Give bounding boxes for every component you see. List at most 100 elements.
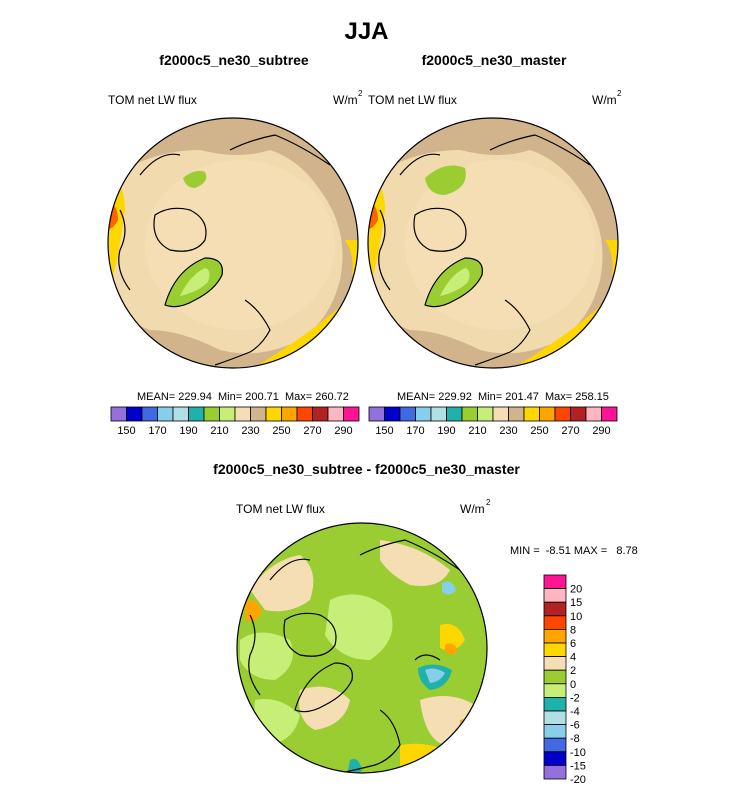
colorbar-swatch bbox=[368, 406, 385, 422]
colorbar-swatch bbox=[492, 406, 509, 422]
colorbar-swatch bbox=[446, 406, 463, 422]
colorbar-swatch bbox=[543, 656, 567, 671]
colorbar-swatch bbox=[585, 406, 602, 422]
colorbar-swatch bbox=[461, 406, 478, 422]
coastline bbox=[248, 614, 261, 696]
figure-title: JJA bbox=[344, 18, 389, 45]
map-fill-orange bbox=[245, 599, 262, 622]
map-fill-tan bbox=[250, 555, 314, 612]
map-boundary bbox=[236, 522, 488, 774]
coastline bbox=[424, 257, 483, 308]
colorbar-swatch bbox=[523, 406, 540, 422]
map-fill-light-blue bbox=[425, 668, 445, 683]
coastline bbox=[474, 299, 531, 366]
colorbar-swatch bbox=[554, 406, 571, 422]
coastline bbox=[344, 709, 401, 773]
colorbar-swatch bbox=[384, 406, 401, 422]
colorbar-tick-label: 170 bbox=[148, 425, 166, 437]
map-fill-orange bbox=[445, 643, 458, 655]
colorbar-tick-label: -10 bbox=[570, 747, 586, 759]
colorbar-swatch bbox=[601, 406, 618, 422]
map-boundary bbox=[367, 117, 619, 369]
colorbar-swatch bbox=[543, 574, 567, 590]
colorbar-tick-label: -2 bbox=[570, 692, 580, 704]
colorbar-swatch bbox=[188, 406, 205, 422]
colorbar-tick-label: -4 bbox=[570, 706, 580, 718]
coastline bbox=[413, 207, 467, 252]
coastline bbox=[378, 209, 391, 291]
colorbar-tick-label: 15 bbox=[570, 597, 582, 609]
colorbar-swatch bbox=[543, 588, 567, 603]
colorbar-swatch bbox=[539, 406, 556, 422]
map-fill-siberia-green bbox=[425, 165, 466, 195]
panel-2-units-exp: 2 bbox=[617, 89, 622, 98]
coastline bbox=[359, 539, 461, 571]
coastline bbox=[399, 153, 441, 176]
colorbar-tick-label: 250 bbox=[530, 425, 548, 437]
colorbar-tick-label: 230 bbox=[241, 425, 259, 437]
coastline bbox=[118, 209, 131, 291]
colorbar-swatch bbox=[172, 406, 189, 422]
colorbar-swatch bbox=[543, 642, 567, 658]
colorbar-tick-label: -6 bbox=[570, 720, 580, 732]
colorbar-tick-label: 150 bbox=[117, 425, 135, 437]
map-fill-tan bbox=[420, 696, 475, 745]
colorbar-swatch bbox=[265, 406, 282, 422]
colorbar-tick-label: 0 bbox=[570, 679, 576, 691]
colorbar-swatch bbox=[250, 406, 267, 422]
panel-3-title: f2000c5_ne30_subtree - f2000c5_ne30_mast… bbox=[213, 461, 520, 477]
colorbar-swatch bbox=[543, 710, 567, 726]
panel-1-colorbar: 150 170 190 210 230 250 270 290 bbox=[110, 406, 360, 437]
colorbar-tick-label: 2 bbox=[570, 665, 576, 677]
map-fill-light-green bbox=[240, 632, 293, 680]
coastline bbox=[139, 153, 181, 176]
panel-1-units-exp: 2 bbox=[358, 89, 363, 98]
colorbar-tick-label: -20 bbox=[570, 774, 586, 786]
colorbar-tick-label: 270 bbox=[303, 425, 321, 437]
coastline bbox=[214, 299, 271, 366]
colorbar-swatch bbox=[543, 751, 567, 766]
colorbar-swatch bbox=[219, 406, 236, 422]
colorbar-tick-label: 290 bbox=[592, 425, 610, 437]
colorbar-tick-label: 210 bbox=[468, 425, 486, 437]
coastline bbox=[294, 662, 353, 713]
panel-3-variable-label: TOM net LW flux bbox=[236, 502, 325, 516]
coastline bbox=[414, 654, 441, 661]
coastline bbox=[489, 134, 591, 166]
colorbar-swatch bbox=[543, 683, 567, 698]
colorbar-swatch bbox=[327, 406, 344, 422]
colorbar-swatch bbox=[430, 406, 447, 422]
panel-2-map bbox=[367, 117, 619, 369]
colorbar-tick-label: 150 bbox=[375, 425, 393, 437]
map-fill-land-pale bbox=[368, 150, 603, 354]
colorbar-swatch bbox=[399, 406, 416, 422]
colorbar-swatch bbox=[296, 406, 313, 422]
colorbar-swatch bbox=[477, 406, 494, 422]
panel-2-title: f2000c5_ne30_master bbox=[421, 52, 567, 68]
colorbar-swatch bbox=[281, 406, 298, 422]
colorbar-swatch bbox=[312, 406, 329, 422]
coastline bbox=[283, 612, 337, 657]
colorbar-tick-label: 20 bbox=[570, 584, 582, 596]
map-fill-yellow bbox=[400, 743, 455, 773]
map-fill-siberia-green bbox=[183, 170, 207, 188]
panel-1-units-label: W/m bbox=[333, 93, 358, 107]
colorbar-tick-label: 6 bbox=[570, 638, 576, 650]
colorbar-tick-label: 10 bbox=[570, 611, 582, 623]
map-fill-light-green bbox=[325, 594, 393, 660]
panel-2-variable-label: TOM net LW flux bbox=[368, 93, 457, 107]
colorbar-tick-label: -8 bbox=[570, 733, 580, 745]
map-fill-yellow bbox=[440, 624, 465, 651]
colorbar-swatch bbox=[543, 737, 567, 753]
colorbar-tick-label: 250 bbox=[272, 425, 290, 437]
coastline bbox=[269, 558, 311, 581]
panel-2-units-label: W/m bbox=[592, 93, 617, 107]
coastline bbox=[229, 134, 331, 166]
colorbar-swatch bbox=[415, 406, 432, 422]
colorbar-tick-label: 210 bbox=[210, 425, 228, 437]
colorbar-swatch bbox=[543, 615, 567, 630]
map-boundary bbox=[107, 117, 359, 369]
colorbar-swatch bbox=[110, 406, 127, 422]
